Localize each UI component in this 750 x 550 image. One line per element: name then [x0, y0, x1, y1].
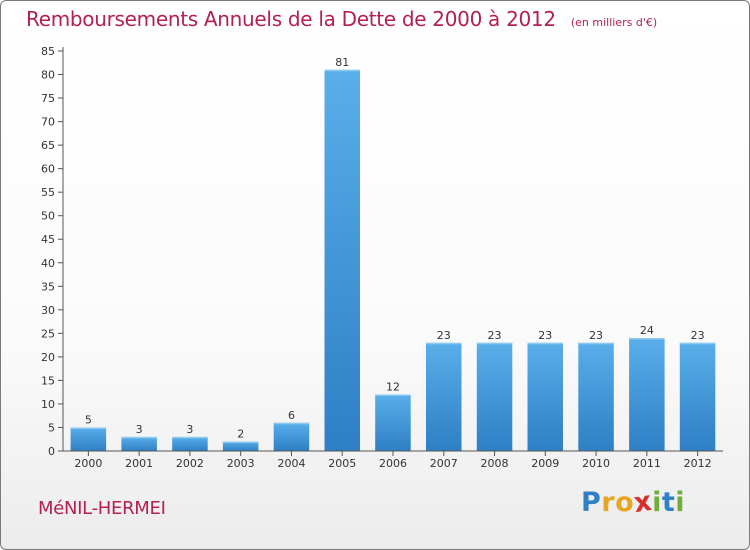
y-tick-label: 25: [41, 327, 55, 340]
bar-2003: [222, 441, 259, 451]
bar-2011: [629, 338, 665, 451]
bar-value-label: 12: [386, 381, 400, 394]
bar-value-label: 23: [691, 329, 705, 342]
x-tick-label: 2007: [430, 457, 458, 470]
bar-value-label: 6: [288, 409, 295, 422]
bar-2006: [375, 394, 411, 451]
y-tick-label: 50: [41, 210, 55, 223]
logo-letter: t: [661, 487, 676, 518]
logo-letter: x: [632, 485, 655, 520]
bar-highlight: [222, 441, 259, 444]
x-tick-label: 2001: [125, 457, 153, 470]
x-tick-label: 2008: [481, 457, 509, 470]
bar-2012: [679, 342, 716, 451]
commune-name: MéNIL-HERMEI: [38, 498, 166, 519]
bar-2004: [273, 422, 310, 451]
logo-letter: i: [675, 487, 686, 518]
y-tick-label: 60: [41, 163, 55, 176]
y-tick-label: 35: [41, 280, 55, 293]
bar-value-label: 3: [136, 423, 143, 436]
bars: 5 3 3 2 6 81 12 23 23 23 23 24 23: [70, 56, 716, 452]
x-tick-label: 2000: [74, 457, 102, 470]
x-tick-label: 2006: [379, 457, 407, 470]
y-tick-label: 65: [41, 139, 55, 152]
y-tick-label: 80: [41, 69, 55, 82]
y-tick-label: 10: [41, 398, 55, 411]
y-tick-label: 55: [41, 186, 55, 199]
bar-value-label: 23: [488, 329, 502, 342]
bar-value-label: 3: [186, 423, 193, 436]
bar-highlight: [324, 69, 360, 72]
chart-title: Remboursements Annuels de la Dette de 20…: [26, 7, 556, 31]
y-axis: 0 5 10 15 20 25 30 35 40 45 50 55 60 65 70 75 80 85: [41, 45, 64, 458]
bar-highlight: [578, 342, 614, 345]
y-tick-label: 0: [48, 445, 55, 458]
bar-value-label: 23: [589, 329, 603, 342]
bar-2008: [476, 342, 513, 451]
bar-2000: [70, 427, 107, 451]
logo-letter: o: [615, 487, 635, 518]
logo-letter: i: [652, 487, 662, 518]
bar-2010: [578, 342, 614, 451]
bar-value-label: 81: [335, 56, 349, 69]
bar-highlight: [679, 342, 716, 345]
y-tick-label: 40: [41, 257, 55, 270]
y-tick-label: 85: [41, 45, 55, 58]
proxiti-logo[interactable]: Proxiti: [581, 485, 686, 520]
bar-2002: [172, 436, 208, 451]
x-tick-label: 2011: [633, 457, 661, 470]
x-tick-label: 2005: [328, 457, 356, 470]
bar-2005: [324, 69, 360, 452]
bar-value-label: 2: [237, 428, 244, 441]
bar-value-label: 24: [640, 324, 654, 337]
bar-highlight: [527, 342, 563, 345]
bar-highlight: [629, 338, 665, 340]
bar-value-label: 23: [538, 329, 552, 342]
y-tick-label: 5: [48, 421, 55, 434]
x-tick-label: 2010: [582, 457, 610, 470]
y-tick-label: 75: [41, 92, 55, 105]
x-tick-label: 2003: [227, 457, 255, 470]
bar-highlight: [273, 422, 310, 425]
bar-value-label: 23: [437, 329, 451, 342]
bar-value-label: 5: [85, 413, 92, 426]
bar-highlight: [70, 427, 107, 429]
y-tick-label: 70: [41, 116, 55, 129]
bar-2001: [121, 436, 157, 451]
bar-highlight: [172, 436, 208, 439]
bar-2009: [527, 342, 563, 451]
title-row: Remboursements Annuels de la Dette de 20…: [26, 7, 657, 31]
y-tick-label: 20: [41, 351, 55, 364]
y-tick-label: 30: [41, 304, 55, 317]
bar-highlight: [426, 342, 462, 345]
bar-2007: [426, 342, 462, 451]
x-tick-label: 2009: [531, 457, 559, 470]
x-tick-label: 2004: [277, 457, 305, 470]
bar-highlight: [121, 436, 157, 439]
y-tick-label: 45: [41, 233, 55, 246]
y-tick-label: 15: [41, 374, 55, 387]
bar-highlight: [375, 394, 411, 396]
x-tick-label: 2012: [684, 457, 712, 470]
logo-letter: P: [581, 487, 602, 518]
logo-letter: r: [601, 487, 616, 518]
chart-subtitle: (en milliers d'€): [570, 16, 658, 29]
x-tick-label: 2002: [176, 457, 204, 470]
bar-highlight: [476, 342, 513, 345]
x-axis: 2000 2001 2002 2003 2004 2005 2006 2007 2008 2009…: [63, 450, 723, 470]
